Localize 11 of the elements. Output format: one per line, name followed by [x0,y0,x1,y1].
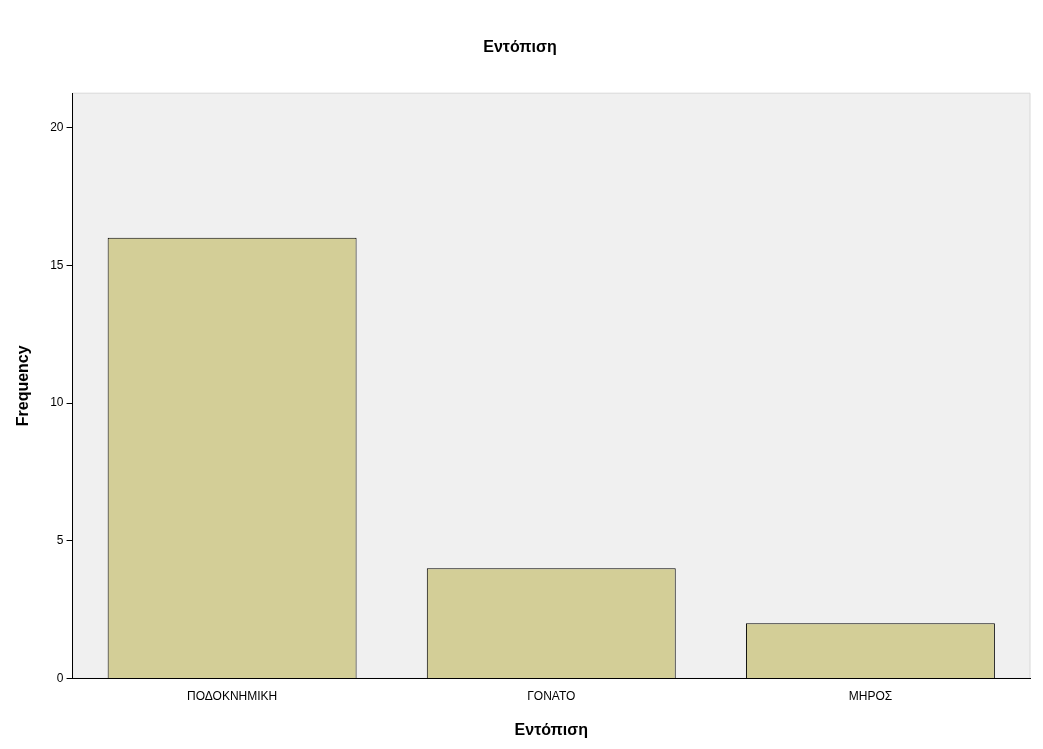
y-tick-label: 0 [56,670,64,685]
x-tick-label: ΓΟΝΑΤΟ [527,688,576,703]
x-tick-label: ΜΗΡΟΣ [848,688,893,703]
y-tick-label: 5 [56,533,64,548]
chart-title: Εντόπιση [483,38,557,56]
x-axis-title: Εντόπιση [514,720,588,738]
y-axis-title: Frequency [14,345,32,427]
y-tick-label: 10 [50,395,64,410]
y-tick-label: 20 [50,119,64,134]
y-tick-label: 15 [50,257,64,272]
x-tick-label: ΠΟΔΟΚΝΗΜΙΚΗ [187,688,278,703]
